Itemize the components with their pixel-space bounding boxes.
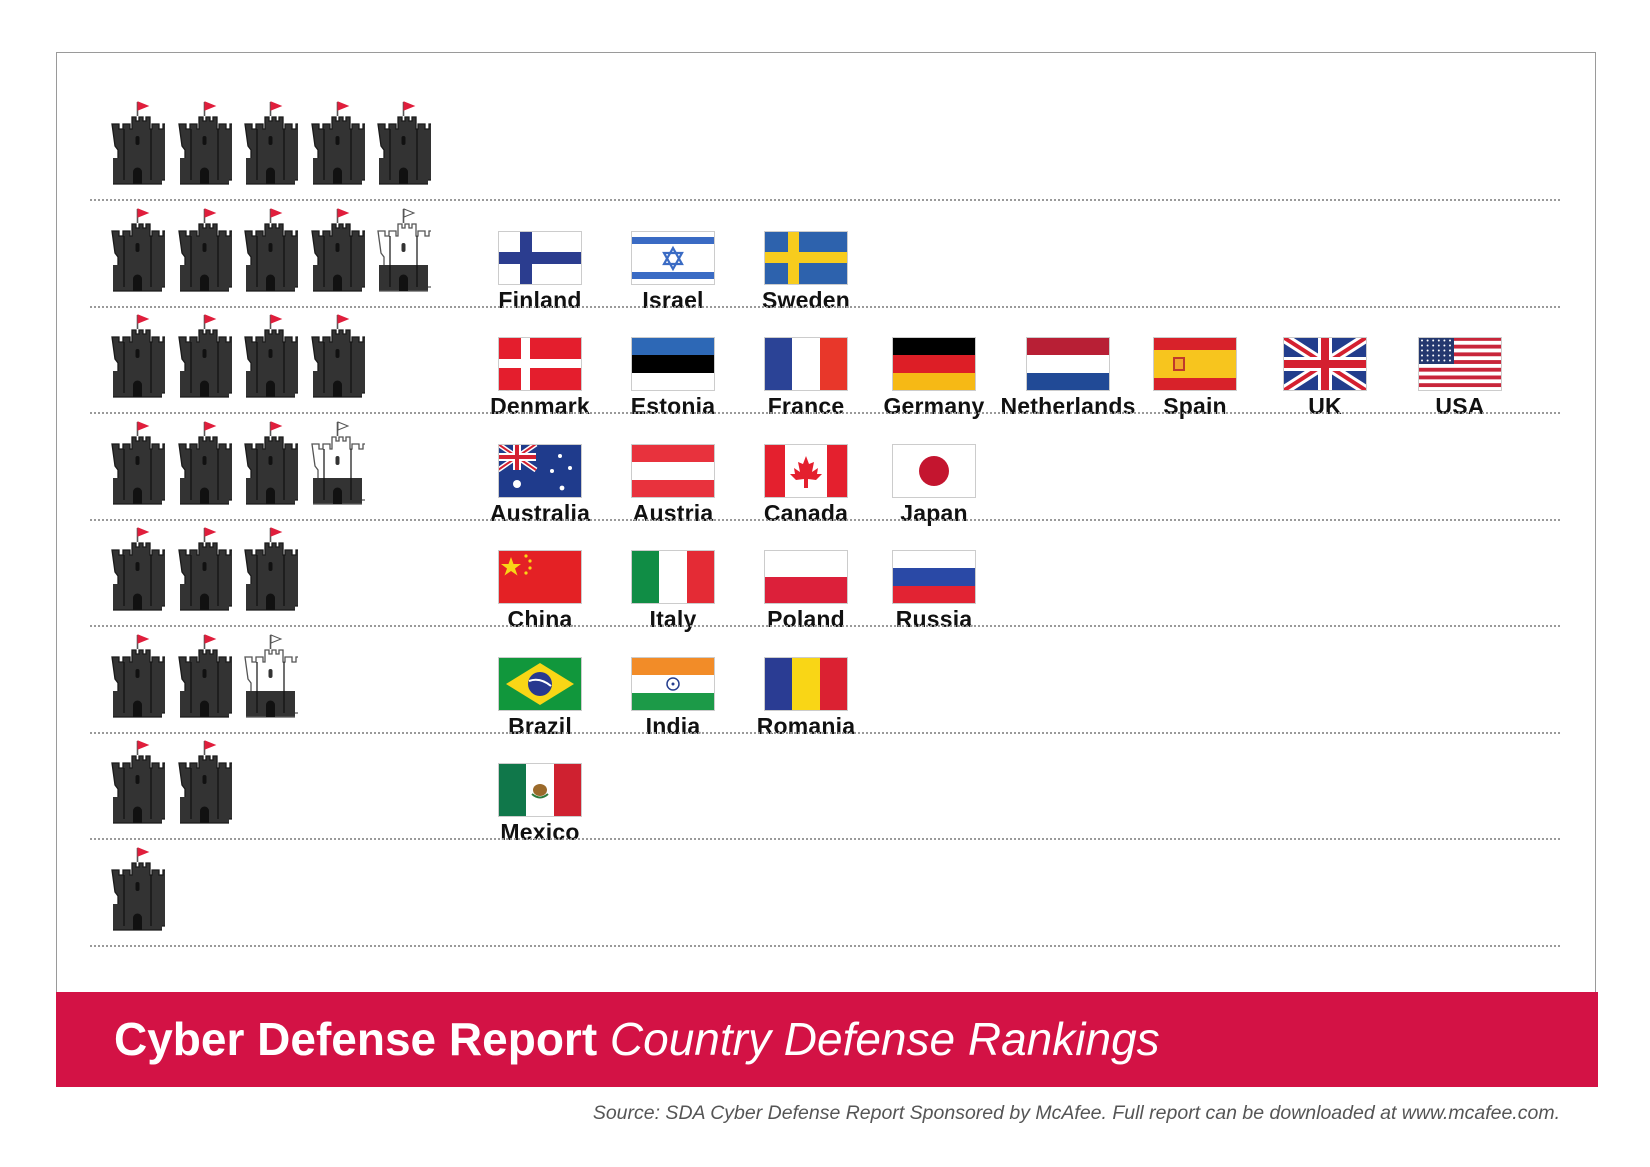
country-label: Italy — [649, 606, 697, 632]
country-label: Japan — [900, 499, 968, 526]
flag-netherlands — [1026, 337, 1110, 391]
castle-icon — [243, 418, 304, 508]
flag-france — [764, 337, 848, 391]
flag-romania — [764, 656, 848, 711]
flag-usa — [1418, 337, 1502, 391]
castle-icon — [310, 311, 371, 401]
country-label: Austria — [632, 499, 714, 526]
flag-sweden — [764, 230, 848, 285]
country-label: Poland — [767, 606, 845, 632]
row-separator — [90, 412, 1560, 414]
castle-icon — [177, 98, 238, 188]
half-castle-icon — [310, 418, 371, 508]
flag-japan — [892, 443, 976, 498]
castle-icon — [243, 524, 304, 614]
castle-icon — [243, 311, 304, 401]
row-separator — [90, 305, 1560, 308]
half-castle-icon — [376, 205, 437, 295]
flag-canada — [764, 443, 848, 498]
country-label: Brazil — [508, 712, 572, 739]
ranking-rows: Finland Israel Sweden — [90, 98, 1560, 947]
flag-poland — [764, 550, 848, 604]
castle-icon — [177, 205, 238, 295]
flag-australia — [498, 443, 582, 498]
flag-spain — [1153, 337, 1237, 391]
castle-icon — [110, 844, 171, 934]
row-separator — [90, 944, 1560, 947]
country-label: Sweden — [761, 286, 851, 313]
flag-china — [498, 550, 582, 604]
flag-israel — [631, 230, 715, 285]
banner-title: Cyber Defense Report Country Defense Ran… — [114, 1012, 1160, 1066]
flag-brazil — [498, 656, 582, 711]
castle-icon — [177, 737, 238, 827]
castle-icon — [310, 205, 371, 295]
castle-icon — [110, 737, 171, 827]
half-castle-icon — [243, 631, 304, 721]
castle-icon — [110, 205, 171, 295]
country-label: India — [645, 712, 701, 739]
country-label: Romania — [756, 712, 856, 739]
country-label: Australia — [489, 499, 591, 526]
chart-subtitle: Country Defense Rankings — [609, 1013, 1160, 1065]
row-separator — [90, 731, 1560, 734]
castle-icon — [177, 524, 238, 614]
flag-mexico — [498, 763, 582, 817]
country-label: Netherlands — [1000, 393, 1136, 419]
row-separator — [90, 199, 1560, 201]
flag-russia — [892, 550, 976, 604]
row-separator — [90, 838, 1560, 840]
country-label: USA — [1435, 393, 1485, 419]
castle-icon — [177, 311, 238, 401]
country-label: Spain — [1163, 393, 1227, 419]
country-label: Denmark — [490, 393, 590, 419]
country-label: Mexico — [500, 819, 580, 845]
country-label: China — [507, 606, 573, 632]
flag-uk — [1283, 337, 1367, 391]
castle-icon — [110, 311, 171, 401]
country-label: France — [767, 393, 845, 419]
flag-austria — [631, 443, 715, 498]
flag-germany — [892, 337, 976, 391]
castle-icon — [243, 205, 304, 295]
title-banner: Cyber Defense Report Country Defense Ran… — [56, 992, 1598, 1087]
chart-title: Cyber Defense Report — [114, 1013, 598, 1065]
flag-finland — [498, 230, 582, 285]
flag-estonia — [631, 337, 715, 391]
castle-icon — [110, 524, 171, 614]
row-separator — [90, 518, 1560, 521]
flag-italy — [631, 550, 715, 604]
castle-icon — [177, 631, 238, 721]
country-label: Canada — [763, 499, 849, 526]
country-label: Russia — [895, 606, 973, 632]
castle-icon — [177, 418, 238, 508]
country-label: UK — [1308, 393, 1342, 419]
flag-denmark — [498, 337, 582, 391]
country-label: Estonia — [630, 393, 716, 419]
castle-icon — [110, 98, 171, 188]
row-separator — [90, 625, 1560, 627]
country-label: Finland — [498, 286, 582, 313]
flag-india — [631, 656, 715, 711]
country-label: Germany — [883, 393, 985, 419]
castle-icon — [376, 98, 437, 188]
castle-icon — [110, 418, 171, 508]
country-label: Israel — [642, 286, 704, 313]
castle-icon — [310, 98, 371, 188]
castle-icon — [243, 98, 304, 188]
source-note: Source: SDA Cyber Defense Report Sponsor… — [592, 1102, 1560, 1124]
castle-icon — [110, 631, 171, 721]
